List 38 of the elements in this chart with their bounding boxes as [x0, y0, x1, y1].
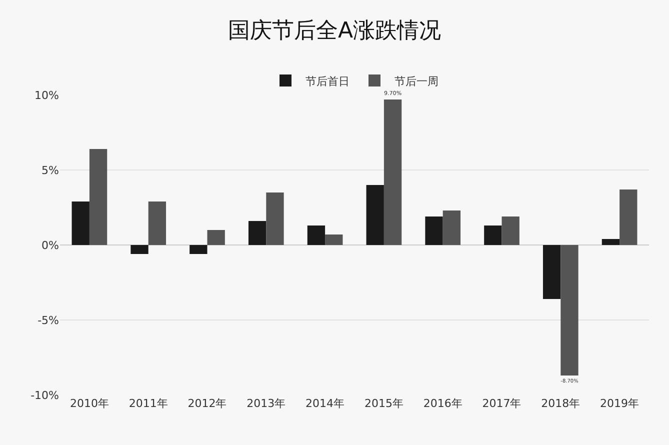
bar	[442, 210, 461, 245]
chart-title: 国庆节后全A涨跌情况	[228, 18, 442, 44]
bar	[148, 202, 166, 245]
bar	[130, 245, 148, 254]
legend-label: 节后首日	[306, 74, 350, 88]
x-tick-label: 2018年	[541, 397, 580, 410]
bar	[484, 226, 502, 245]
bar	[266, 192, 284, 245]
y-tick-label: 5%	[42, 164, 59, 177]
x-tick-label: 2019年	[600, 397, 640, 410]
legend-label: 节后一周	[394, 74, 438, 88]
y-tick-label: -5%	[38, 314, 59, 327]
bar	[384, 100, 402, 245]
bar	[620, 190, 638, 245]
bar	[366, 185, 384, 245]
bar	[89, 149, 108, 245]
x-tick-label: 2011年	[128, 397, 168, 410]
y-tick-label: -10%	[30, 388, 59, 402]
bar	[602, 239, 620, 245]
bar	[207, 230, 225, 245]
bar	[502, 216, 520, 245]
x-tick-label: 2016年	[423, 397, 462, 410]
bar	[560, 245, 578, 376]
x-tick-label: 2010年	[70, 397, 109, 410]
bar	[325, 234, 343, 245]
x-tick-label: 2014年	[306, 397, 345, 410]
x-tick-label: 2013年	[246, 397, 286, 410]
y-tick-label: 10%	[34, 88, 59, 102]
bar	[425, 216, 443, 245]
y-tick-label: 0%	[42, 238, 59, 252]
bar	[190, 245, 208, 254]
x-tick-label: 2017年	[482, 397, 522, 410]
bar	[248, 221, 266, 245]
x-tick-label: 2015年	[364, 397, 404, 410]
x-tick-label: 2012年	[188, 397, 227, 410]
bar	[542, 245, 561, 299]
bar	[307, 226, 326, 245]
bar	[72, 202, 90, 245]
